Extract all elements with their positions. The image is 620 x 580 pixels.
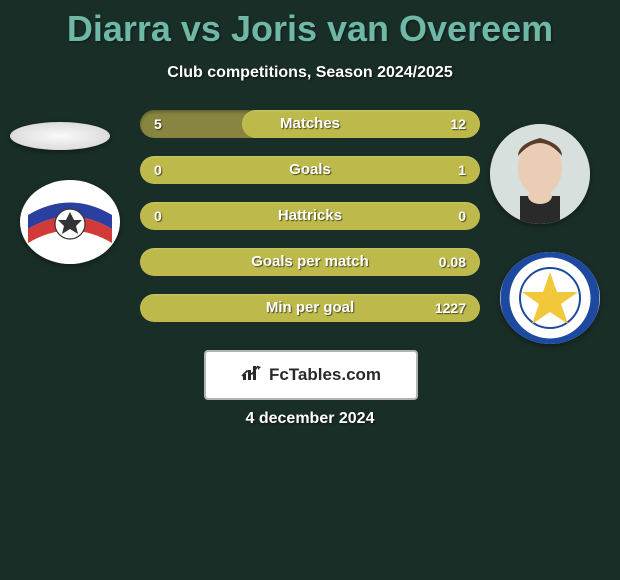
bars-column: Matches512Goals01Hattricks00Goals per ma…	[140, 110, 480, 340]
stat-bar: Matches5 12	[140, 110, 480, 138]
stat-bar: Hattricks0 0	[140, 202, 480, 230]
player1-avatar	[10, 122, 110, 150]
page-title: Diarra vs Joris van Overeem	[0, 0, 620, 50]
stat-value-right: 1227	[435, 294, 466, 322]
stat-label: Goals per match	[140, 248, 480, 276]
stat-label: Matches	[140, 110, 480, 138]
svg-text:M: M	[548, 258, 553, 264]
player1-club-badge	[20, 180, 120, 264]
stat-label: Min per goal	[140, 294, 480, 322]
subtitle: Club competitions, Season 2024/2025	[0, 64, 620, 82]
player2-avatar	[490, 124, 590, 224]
stat-value-left: 5	[154, 110, 162, 138]
stat-bar: Goals0 1	[140, 156, 480, 184]
stat-value-right: 12	[450, 110, 466, 138]
stat-label: Hattricks	[140, 202, 480, 230]
stat-value-right: 1	[458, 156, 466, 184]
stat-bar: Min per goal1227	[140, 294, 480, 322]
brand-text: FcTables.com	[269, 365, 381, 385]
stat-value-left: 0	[154, 202, 162, 230]
stat-label: Goals	[140, 156, 480, 184]
stat-bar: Goals per match0.08	[140, 248, 480, 276]
brand-chart-icon	[241, 364, 263, 387]
player2-club-badge: M	[500, 252, 600, 344]
stat-value-right: 0	[458, 202, 466, 230]
brand-box[interactable]: FcTables.com	[204, 350, 418, 400]
date-text: 4 december 2024	[0, 410, 620, 428]
stat-value-left: 0	[154, 156, 162, 184]
stat-value-right: 0.08	[439, 248, 466, 276]
